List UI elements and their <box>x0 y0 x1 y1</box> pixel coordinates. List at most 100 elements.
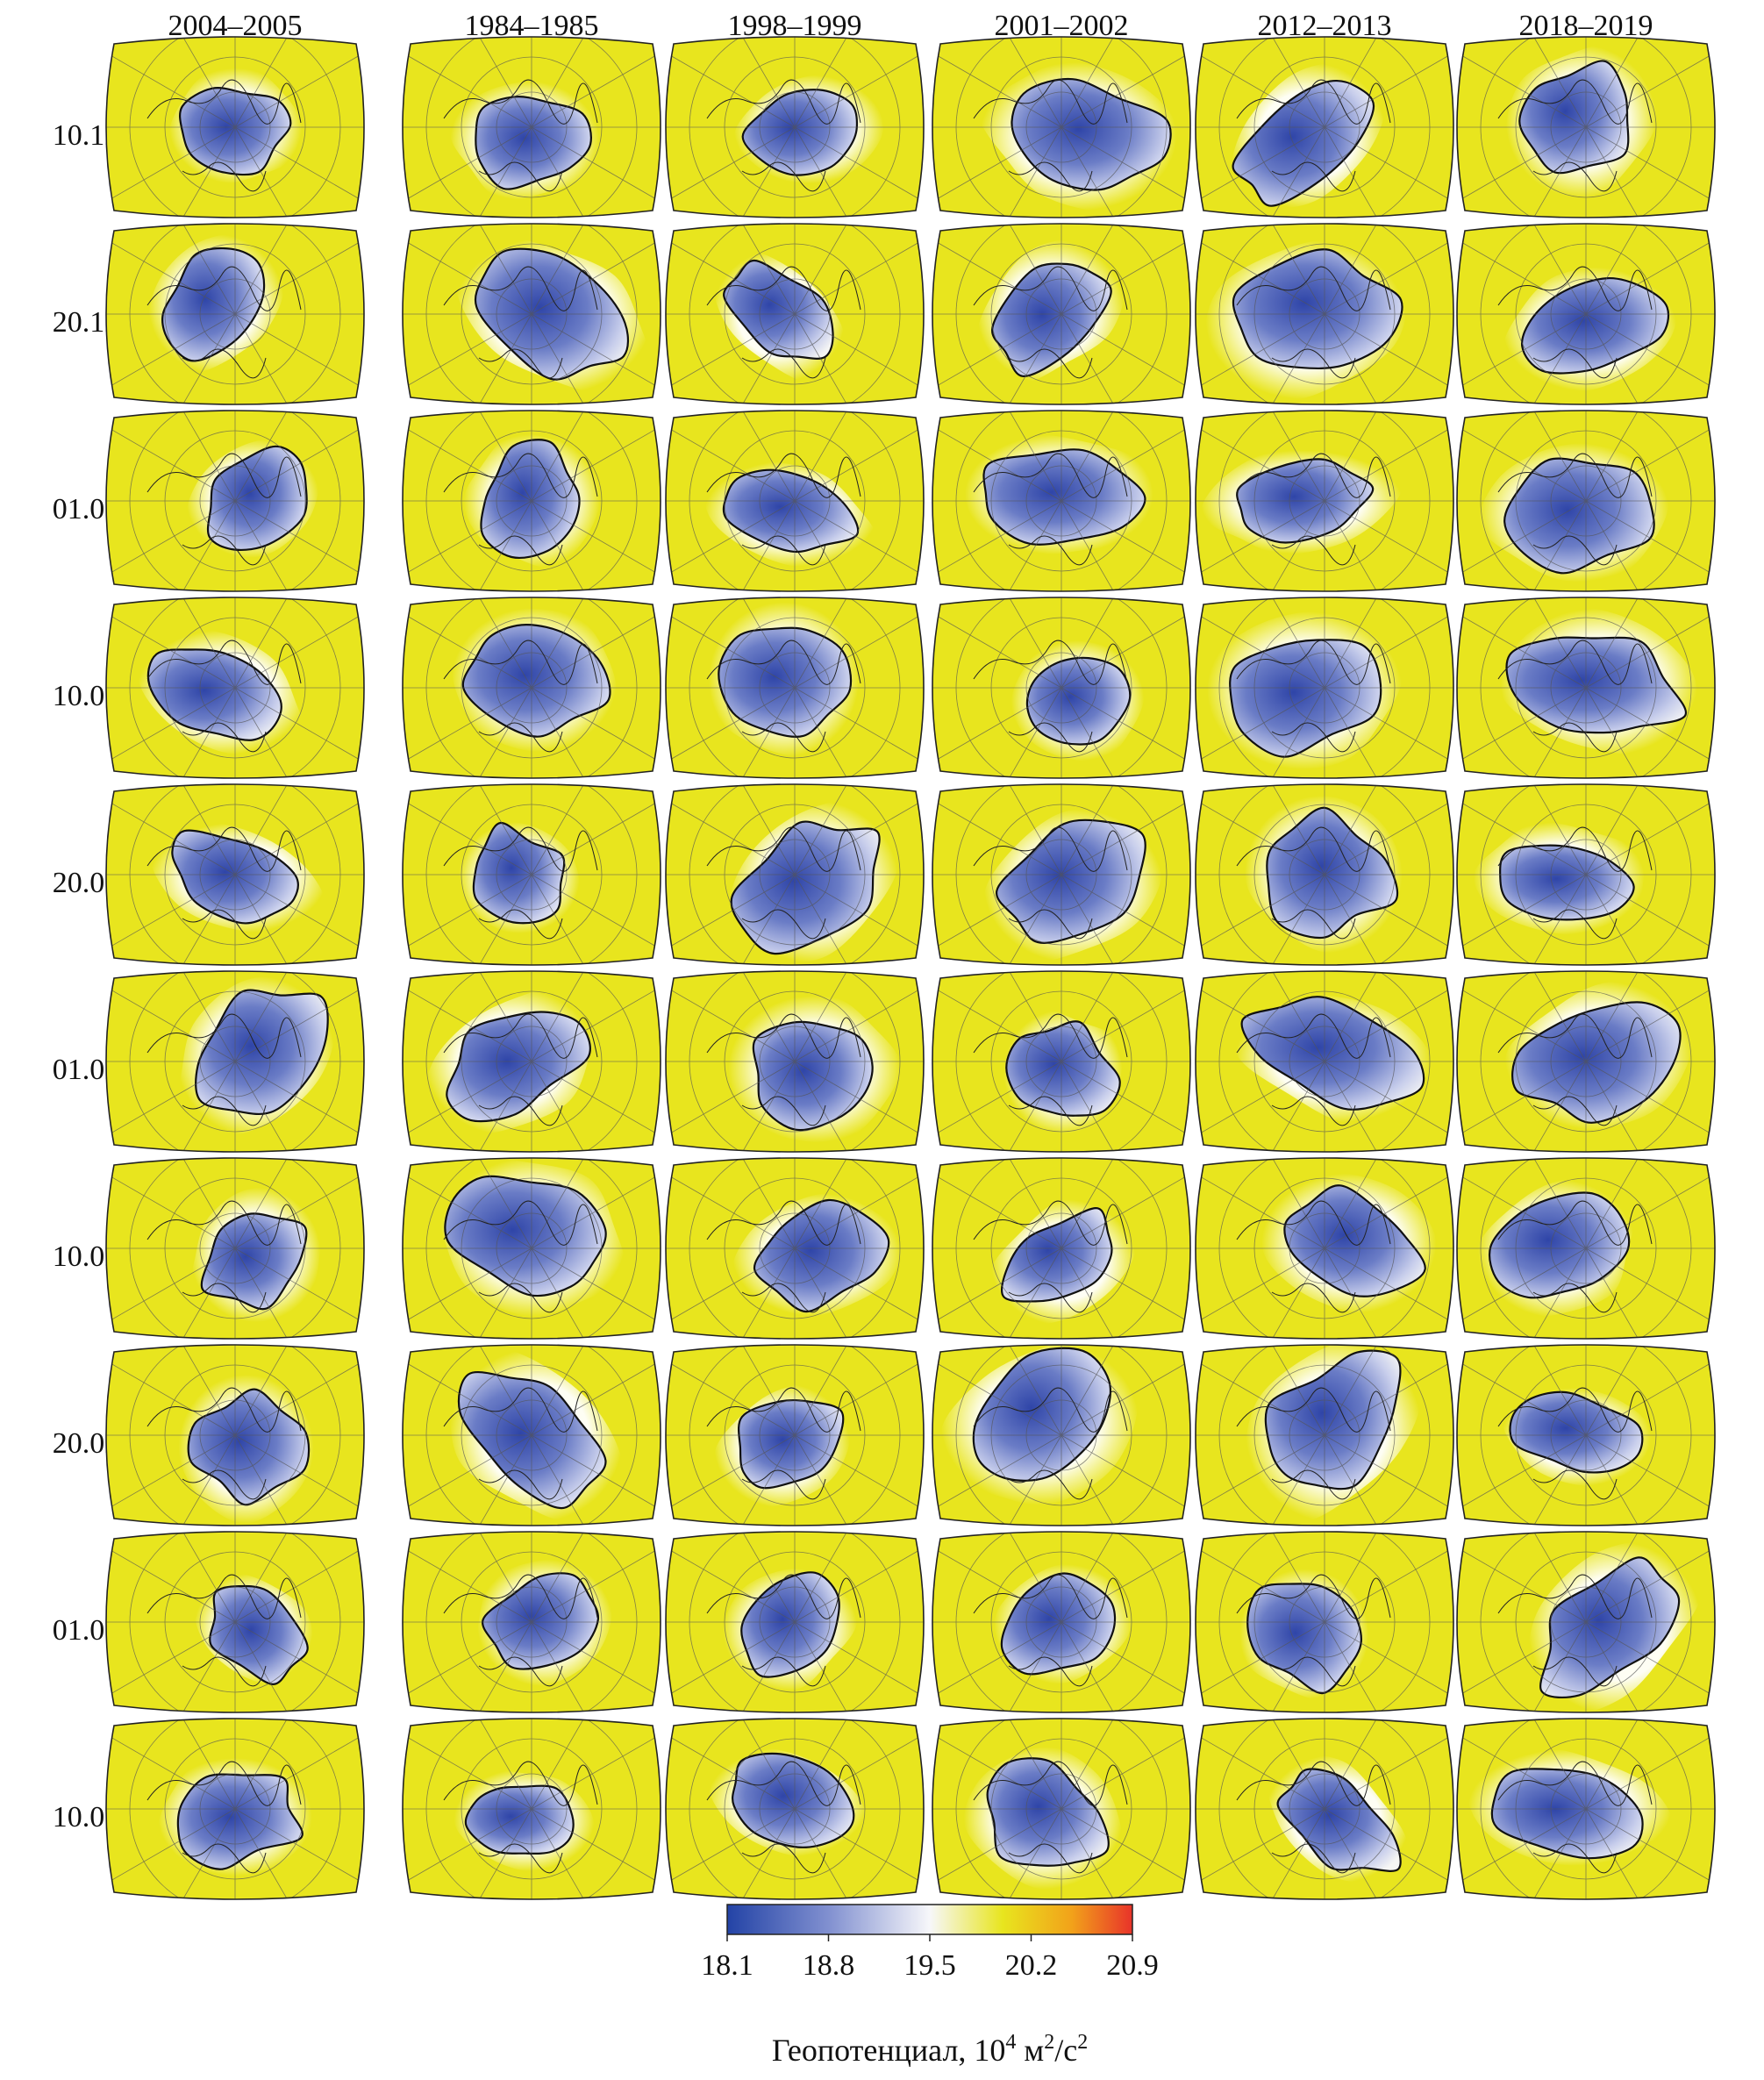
colorbar-tick-label: 18.8 <box>803 1949 855 1982</box>
coastline <box>706 1574 861 1687</box>
colorbar-tick-label: 19.5 <box>903 1949 956 1982</box>
vortex-contour <box>472 821 566 925</box>
coastline <box>706 453 861 566</box>
graticule <box>666 971 924 1152</box>
panel-border <box>402 36 661 218</box>
colorbar-ticks: 18.1 18.8 19.5 20.2 20.9 <box>701 1934 1159 1982</box>
coastline <box>146 1013 302 1126</box>
map-panel <box>932 1157 1191 1340</box>
coastline <box>146 1387 302 1500</box>
map-panel <box>1456 1531 1716 1713</box>
vortex-contour <box>722 468 860 554</box>
map-panel <box>402 36 661 218</box>
panel-border <box>402 1531 661 1713</box>
graticule <box>1457 411 1715 591</box>
map-panel <box>665 970 925 1153</box>
coastline <box>706 1761 861 1874</box>
coastline <box>973 79 1128 192</box>
map-panel <box>1456 223 1716 405</box>
map-panel <box>1456 597 1716 779</box>
map-panel <box>1195 970 1454 1153</box>
panel-border <box>1456 223 1716 405</box>
map-panel <box>402 970 661 1153</box>
map-panel <box>402 223 661 405</box>
map-panel <box>402 783 661 966</box>
coastline <box>1497 1200 1653 1313</box>
coastline <box>706 1387 861 1500</box>
panel-border <box>402 783 661 966</box>
map-panel <box>665 1718 925 1900</box>
map-panel <box>105 36 365 218</box>
vortex-contour <box>209 1584 309 1686</box>
vortex-contour <box>482 1572 600 1670</box>
coastline <box>1236 1387 1391 1500</box>
vortex-contour <box>972 1347 1112 1482</box>
coastline <box>706 79 861 192</box>
vortex-contour <box>161 247 266 362</box>
map-panels <box>105 36 1716 1900</box>
coastline <box>146 79 302 192</box>
vortex-contour <box>752 1020 874 1132</box>
coastline <box>1497 266 1653 379</box>
panel-border <box>105 1157 365 1340</box>
map-panel <box>1456 783 1716 966</box>
vortex-contour <box>1539 1556 1681 1699</box>
vortex-contour <box>982 448 1146 546</box>
vortex-contour <box>146 648 282 741</box>
graticule <box>932 1719 1190 1899</box>
vortex-contour <box>1011 77 1172 191</box>
map-panel <box>1195 597 1454 779</box>
panel-border <box>1456 1344 1716 1526</box>
panel-border <box>402 223 661 405</box>
panel-border <box>402 1718 661 1900</box>
coastline <box>1497 453 1653 566</box>
panel-border <box>932 223 1191 405</box>
graticule <box>666 411 924 591</box>
vortex-contour <box>1509 1390 1644 1474</box>
panel-border <box>1195 1531 1454 1713</box>
map-panel <box>105 1344 365 1526</box>
graticule <box>1457 1158 1715 1339</box>
vortex-contour <box>1264 1349 1402 1490</box>
coastline <box>706 640 861 753</box>
coastline <box>1497 1013 1653 1126</box>
panel-border <box>402 410 661 592</box>
vortex-contour <box>1520 276 1670 375</box>
map-panel <box>105 223 365 405</box>
panel-border <box>105 410 365 592</box>
map-panel <box>402 1344 661 1526</box>
coastline <box>443 1574 598 1687</box>
map-panel <box>105 970 365 1153</box>
panel-border <box>1456 410 1716 592</box>
coastline <box>1497 1387 1653 1500</box>
coastline <box>1236 266 1391 379</box>
map-panel <box>105 597 365 779</box>
panel-border <box>1195 223 1454 405</box>
colorbar-gradient <box>726 1904 1133 1935</box>
vortex-contour <box>457 1370 607 1510</box>
coastline <box>443 1200 598 1313</box>
map-panel <box>1195 1718 1454 1900</box>
panel-border <box>665 1531 925 1713</box>
map-panel <box>665 597 925 779</box>
coastline <box>146 1761 302 1874</box>
column-titles: 2004–2005 1984–1985 1998–1999 2001–2002 2012… <box>168 10 1653 42</box>
graticule <box>666 597 924 778</box>
panel-border <box>402 970 661 1153</box>
coastline <box>973 1013 1128 1126</box>
map-panel <box>402 410 661 592</box>
panel-border <box>1456 597 1716 779</box>
coastline <box>443 1387 598 1500</box>
coastline <box>973 1761 1128 1874</box>
coastline <box>146 266 302 379</box>
panel-border <box>1456 1718 1716 1900</box>
panel-border <box>665 223 925 405</box>
coastline <box>443 453 598 566</box>
map-panel <box>665 223 925 405</box>
coastline <box>443 1761 598 1874</box>
vortex-contour <box>461 623 611 738</box>
graticule <box>666 784 924 965</box>
map-panel <box>1456 970 1716 1153</box>
graticule <box>932 37 1190 218</box>
coastline <box>973 453 1128 566</box>
